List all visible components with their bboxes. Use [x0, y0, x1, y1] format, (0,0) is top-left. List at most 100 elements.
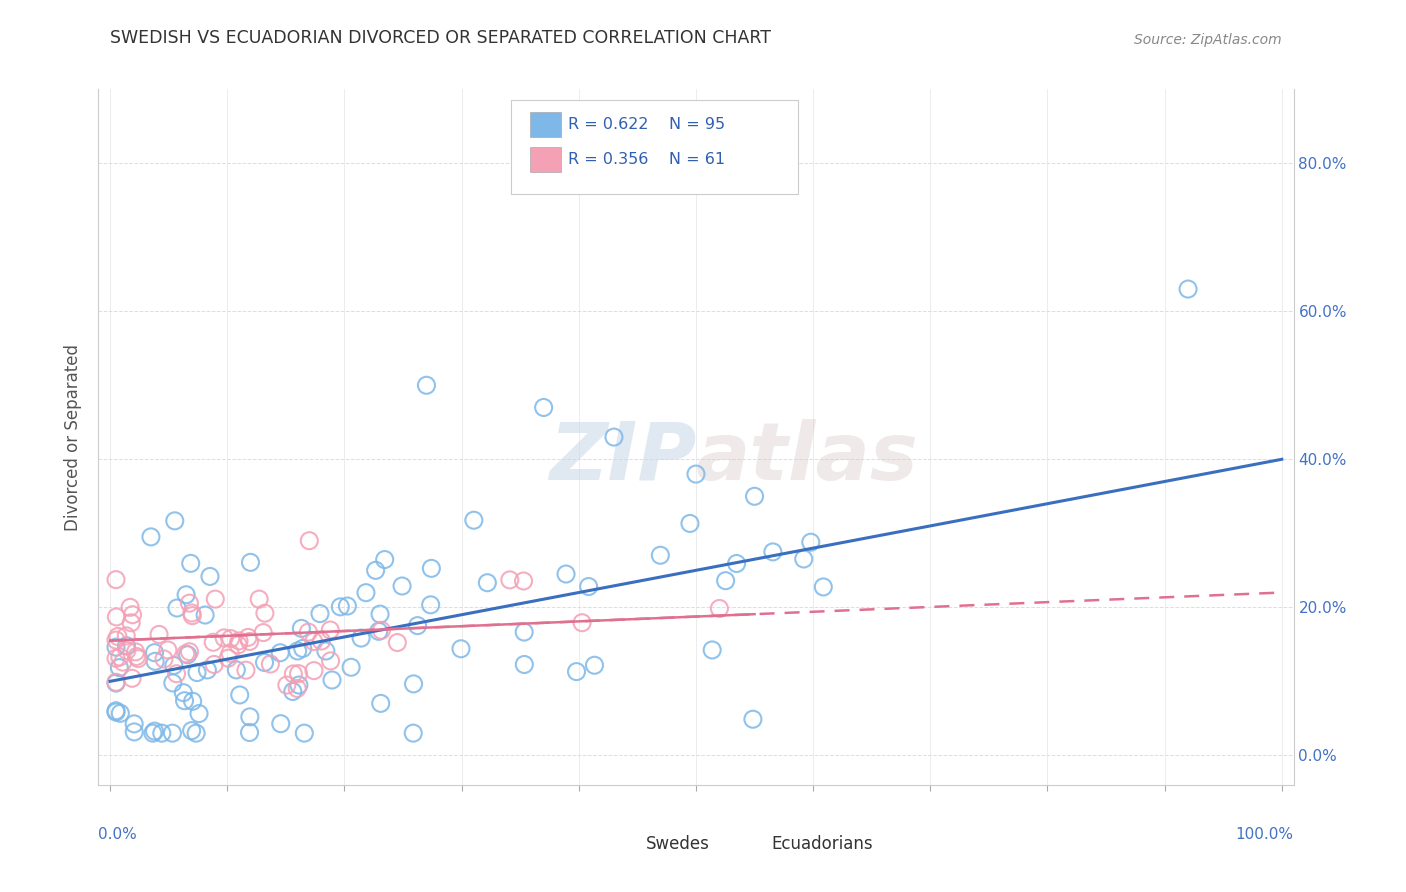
Point — [583, 658, 606, 673]
Text: Source: ZipAtlas.com: Source: ZipAtlas.com — [1135, 34, 1282, 47]
Text: R = 0.622    N = 95: R = 0.622 N = 95 — [568, 117, 725, 132]
Point — [762, 545, 785, 559]
Point — [281, 684, 304, 698]
Point — [292, 726, 315, 740]
Point — [297, 625, 319, 640]
Point — [402, 677, 425, 691]
Point — [288, 678, 311, 692]
Point — [419, 598, 441, 612]
Point — [108, 660, 131, 674]
Point — [162, 726, 184, 740]
Point — [578, 580, 600, 594]
Point — [179, 645, 201, 659]
Point — [650, 548, 672, 562]
Point — [228, 633, 250, 648]
Text: 0.0%: 0.0% — [98, 827, 138, 842]
Text: R = 0.356    N = 61: R = 0.356 N = 61 — [568, 152, 725, 167]
Point — [204, 592, 226, 607]
Point — [153, 652, 176, 666]
Point — [269, 646, 291, 660]
Point — [219, 646, 242, 660]
Point — [121, 607, 143, 622]
Point — [105, 573, 128, 587]
Point — [270, 716, 292, 731]
Point — [163, 658, 186, 673]
Point — [143, 654, 166, 668]
Point — [127, 651, 149, 665]
Point — [287, 666, 309, 681]
Point — [709, 601, 731, 615]
Point — [420, 561, 443, 575]
Point — [162, 676, 184, 690]
Point — [198, 569, 221, 583]
Point — [125, 649, 148, 664]
Point — [180, 723, 202, 738]
Point — [105, 640, 128, 655]
Point — [225, 663, 247, 677]
Point — [287, 644, 309, 658]
Point — [350, 631, 373, 645]
Point — [714, 574, 737, 588]
Point — [555, 567, 578, 582]
Point — [340, 660, 363, 674]
Point — [499, 573, 522, 587]
Text: 100.0%: 100.0% — [1236, 827, 1294, 842]
Point — [122, 725, 145, 739]
Point — [150, 726, 173, 740]
Point — [235, 663, 257, 677]
FancyBboxPatch shape — [510, 100, 797, 194]
Text: ZIP: ZIP — [548, 419, 696, 497]
Point — [368, 607, 391, 621]
Point — [309, 607, 332, 621]
Point — [115, 639, 138, 653]
Point — [290, 621, 312, 635]
Point — [139, 530, 162, 544]
Point — [406, 618, 429, 632]
Point — [512, 574, 534, 588]
Point — [367, 624, 389, 639]
Point — [107, 630, 129, 644]
Point — [105, 633, 128, 648]
Text: SWEDISH VS ECUADORIAN DIVORCED OR SEPARATED CORRELATION CHART: SWEDISH VS ECUADORIAN DIVORCED OR SEPARA… — [111, 29, 772, 47]
Point — [105, 676, 128, 690]
FancyBboxPatch shape — [610, 832, 641, 856]
Point — [163, 514, 186, 528]
Point — [533, 401, 555, 415]
Point — [387, 635, 409, 649]
FancyBboxPatch shape — [530, 147, 561, 172]
Text: Ecuadorians: Ecuadorians — [772, 835, 873, 853]
Point — [120, 600, 142, 615]
Point — [793, 552, 815, 566]
Point — [217, 651, 239, 665]
Point — [166, 601, 188, 615]
Point — [603, 430, 626, 444]
Point — [166, 666, 188, 681]
Point — [202, 657, 225, 672]
Point — [800, 535, 823, 549]
Point — [565, 665, 588, 679]
Point — [194, 607, 217, 622]
Point — [298, 533, 321, 548]
Point — [247, 592, 270, 607]
Point — [253, 606, 276, 620]
Point — [239, 710, 262, 724]
Point — [120, 615, 142, 630]
Point — [239, 634, 262, 648]
Point — [321, 673, 343, 687]
Point — [391, 579, 413, 593]
Point — [238, 725, 260, 739]
Point — [354, 585, 377, 599]
Point — [195, 663, 218, 677]
Point — [253, 656, 276, 670]
Point — [370, 697, 392, 711]
Point — [202, 635, 225, 649]
Point — [186, 665, 208, 680]
Point — [415, 378, 437, 392]
Point — [725, 557, 748, 571]
Point — [172, 686, 194, 700]
FancyBboxPatch shape — [530, 112, 561, 137]
Point — [329, 599, 352, 614]
Point — [226, 638, 249, 652]
Point — [315, 644, 337, 658]
Point — [744, 489, 766, 503]
